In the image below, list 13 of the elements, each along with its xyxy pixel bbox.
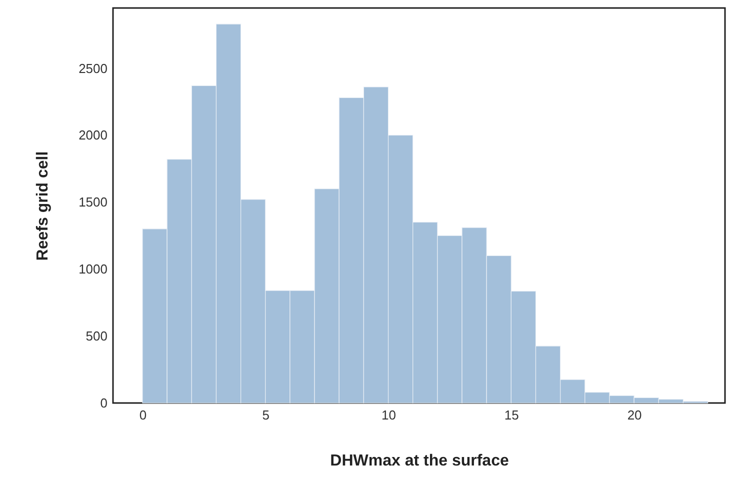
y-tick-label: 500 <box>86 328 108 344</box>
y-tick-label: 0 <box>100 396 108 410</box>
y-tick-label: 1000 <box>78 262 108 277</box>
y-tick-label: 2000 <box>78 128 108 143</box>
x-axis-title: DHWmax at the surface <box>330 452 509 470</box>
y-tick-label: 2500 <box>78 60 108 76</box>
x-tick-label: 20 <box>627 408 642 422</box>
x-tick-label: 0 <box>139 408 147 422</box>
x-tick-label: 5 <box>262 408 270 422</box>
x-tick-label: 15 <box>504 408 519 422</box>
x-tick-label: 10 <box>382 408 396 422</box>
y-axis-title: Reefs grid cell <box>34 151 52 261</box>
y-tick-label: 1500 <box>78 194 108 210</box>
